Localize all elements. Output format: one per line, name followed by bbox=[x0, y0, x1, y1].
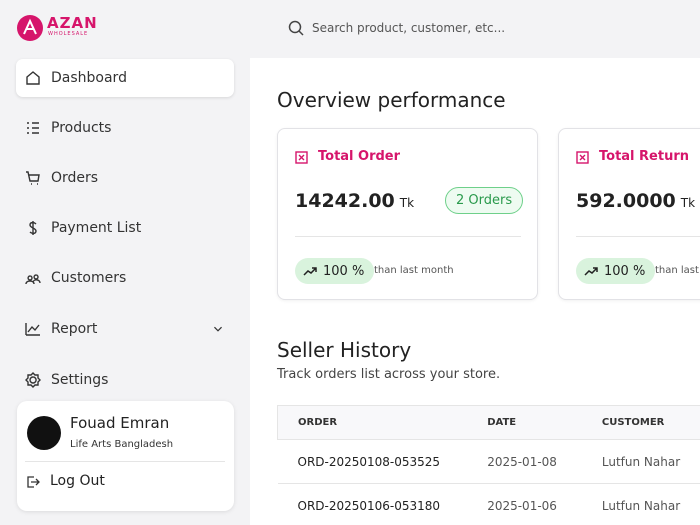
nav-item[interactable]: Orders bbox=[16, 159, 234, 197]
nav-label: Dashboard bbox=[51, 70, 127, 86]
change-pill: 100 % bbox=[576, 258, 656, 284]
nav-item[interactable]: Report bbox=[16, 310, 234, 348]
nav-label: Payment List bbox=[51, 220, 142, 236]
trend-icon bbox=[303, 267, 317, 276]
card-title: Total Return bbox=[599, 149, 690, 164]
value: 14242.00 bbox=[295, 190, 395, 212]
nav-icon bbox=[26, 171, 40, 185]
stat-card: Total Return 592.0000 Tk 100 % than last mon… bbox=[558, 128, 700, 300]
table-row[interactable]: ORD-20250108-053525 2025-01-08 Lutfun Naha… bbox=[277, 440, 700, 484]
search-input[interactable]: Search product, customer, etc... bbox=[312, 21, 506, 35]
brand-tagline: WHOLESALE bbox=[48, 31, 89, 37]
nav-item[interactable]: Dashboard bbox=[16, 59, 234, 97]
unit: Tk bbox=[399, 196, 415, 210]
card-value: 14242.00 Tk bbox=[295, 190, 414, 212]
nav-icon bbox=[25, 323, 40, 336]
column-header: ORDER bbox=[298, 417, 338, 428]
topbar: Search product, customer, etc... bbox=[250, 0, 700, 58]
divider bbox=[576, 236, 700, 237]
change-value: 100 % bbox=[604, 263, 646, 279]
nav-icon bbox=[25, 274, 41, 285]
main: Overview performance Total Order 14242.00… bbox=[250, 58, 700, 525]
divider bbox=[25, 461, 225, 462]
nav-label: Products bbox=[51, 120, 112, 136]
sidebar: AZAN WHOLESALE Dashboard Products Orders Pa… bbox=[0, 0, 250, 525]
card-title: Total Order bbox=[318, 149, 401, 164]
trend-icon bbox=[584, 267, 598, 276]
table-header: ORDER DATE CUSTOMER bbox=[277, 405, 700, 440]
logout[interactable]: Log Out bbox=[50, 473, 105, 489]
table-cell: Lutfun Nahar bbox=[601, 498, 681, 513]
section-title: Overview performance bbox=[277, 88, 506, 112]
logo-icon bbox=[17, 15, 43, 41]
brand-name: AZAN bbox=[47, 14, 98, 32]
avatar bbox=[27, 416, 61, 450]
nav-label: Settings bbox=[51, 372, 109, 388]
table-row[interactable]: ORD-20250106-053180 2025-01-06 Lutfun Naha… bbox=[278, 484, 700, 525]
table-cell: ORD-20250108-053525 bbox=[297, 454, 441, 469]
nav-label: Report bbox=[51, 321, 98, 337]
table-cell: Lutfun Nahar bbox=[601, 454, 681, 469]
column-header: CUSTOMER bbox=[601, 417, 665, 428]
logout-icon bbox=[27, 476, 40, 488]
nav-icon bbox=[25, 372, 41, 388]
nav-item[interactable]: Customers bbox=[16, 259, 234, 297]
divider bbox=[295, 236, 521, 237]
change-value: 100 % bbox=[323, 263, 365, 279]
column-header: DATE bbox=[487, 417, 517, 428]
card-value: 592.0000 Tk bbox=[576, 190, 695, 212]
table-cell: ORD-20250106-053180 bbox=[297, 498, 441, 513]
section-title: Seller History bbox=[277, 338, 412, 362]
stat-card: Total Order 14242.00 Tk 2 Orders 100 % than l… bbox=[277, 128, 538, 300]
nav-icon bbox=[27, 122, 39, 134]
nav-item[interactable]: Payment List bbox=[16, 209, 234, 247]
nav-icon bbox=[26, 71, 40, 85]
unit: Tk bbox=[680, 196, 696, 210]
nav-label: Customers bbox=[51, 270, 127, 286]
search-icon bbox=[288, 20, 304, 36]
change-note: than last month bbox=[374, 265, 454, 276]
user-name: Fouad Emran bbox=[70, 414, 170, 432]
table-cell: 2025-01-08 bbox=[487, 454, 557, 469]
nav-icon bbox=[29, 221, 37, 235]
user-card: Fouad Emran Life Arts Bangladesh Log Out bbox=[17, 401, 234, 511]
value: 592.0000 bbox=[576, 190, 676, 212]
user-org: Life Arts Bangladesh bbox=[70, 439, 174, 450]
orders-table: ORDER DATE CUSTOMER ORD-20250108-053525 2025… bbox=[277, 405, 700, 525]
table-cell: 2025-01-06 bbox=[487, 498, 557, 513]
chevron bbox=[214, 326, 222, 332]
card-icon bbox=[295, 151, 308, 164]
change-pill: 100 % bbox=[295, 258, 375, 284]
nav-label: Orders bbox=[51, 170, 99, 186]
badge: 2 Orders bbox=[445, 187, 524, 214]
nav-item[interactable]: Settings bbox=[16, 361, 234, 399]
nav-item[interactable]: Products bbox=[16, 109, 234, 147]
section-subtitle: Track orders list across your store. bbox=[277, 367, 501, 382]
change-note: than last month bbox=[655, 265, 700, 276]
card-icon bbox=[576, 151, 589, 164]
